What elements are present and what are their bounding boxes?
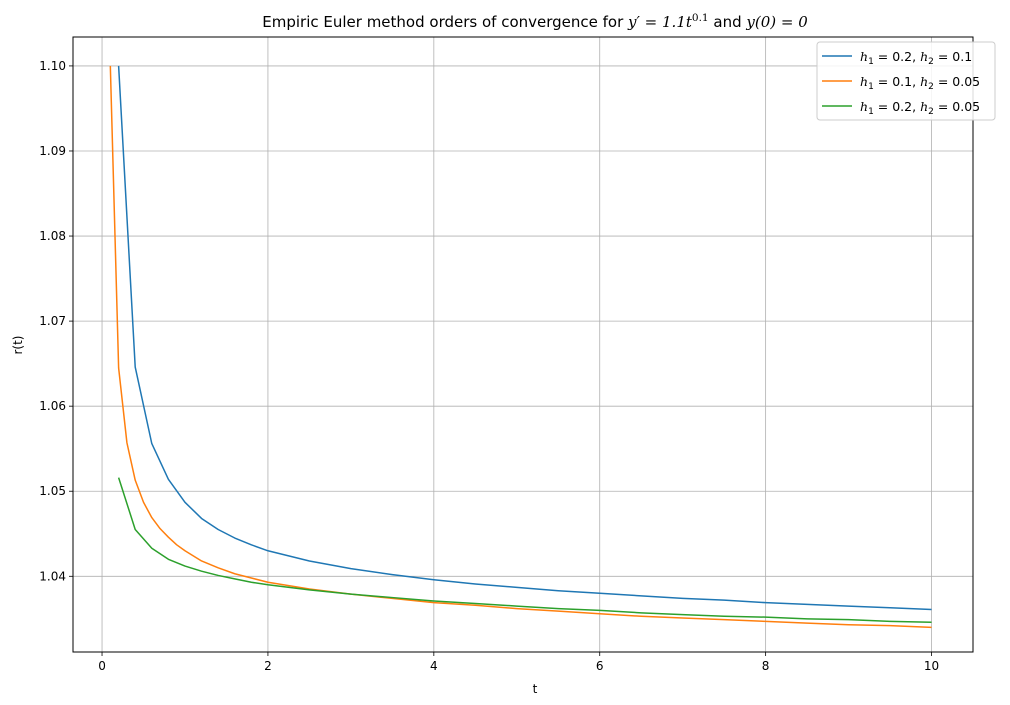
x-tick-label: 4 xyxy=(430,659,438,673)
legend-label-series-2: h1 = 0.1, h2 = 0.05 xyxy=(860,74,980,92)
y-axis-label: r(t) xyxy=(11,335,25,354)
series-line-3 xyxy=(117,477,932,623)
chart-title: Empiric Euler method orders of convergen… xyxy=(262,12,808,31)
y-tick-label: 1.06 xyxy=(39,399,66,413)
y-axis-ticks: 1.04 1.05 1.06 1.07 1.08 1.09 1.10 xyxy=(39,59,73,583)
series-line-2 xyxy=(109,65,932,629)
plot-area-border xyxy=(72,36,974,653)
series-lines xyxy=(109,65,932,629)
x-tick-label: 10 xyxy=(924,659,939,673)
y-tick-label: 1.10 xyxy=(39,59,66,73)
x-tick-label: 6 xyxy=(596,659,604,673)
x-axis-label: t xyxy=(533,682,538,696)
y-tick-label: 1.09 xyxy=(39,144,66,158)
legend-frame xyxy=(816,41,996,121)
x-tick-label: 2 xyxy=(264,659,272,673)
legend-label-series-1: h1 = 0.2, h2 = 0.1 xyxy=(860,49,972,67)
legend-label-series-3: h1 = 0.2, h2 = 0.05 xyxy=(860,99,980,117)
y-tick-label: 1.08 xyxy=(39,229,66,243)
series-line-1 xyxy=(117,65,932,611)
y-tick-label: 1.07 xyxy=(39,314,66,328)
legend: h1 = 0.2, h2 = 0.1 h1 = 0.1, h2 = 0.05 h… xyxy=(816,41,996,121)
y-tick-label: 1.04 xyxy=(39,569,66,583)
x-tick-label: 8 xyxy=(762,659,770,673)
grid xyxy=(73,37,973,652)
x-tick-label: 0 xyxy=(98,659,106,673)
x-axis-ticks: 0 2 4 6 8 10 xyxy=(98,652,939,673)
y-tick-label: 1.05 xyxy=(39,484,66,498)
